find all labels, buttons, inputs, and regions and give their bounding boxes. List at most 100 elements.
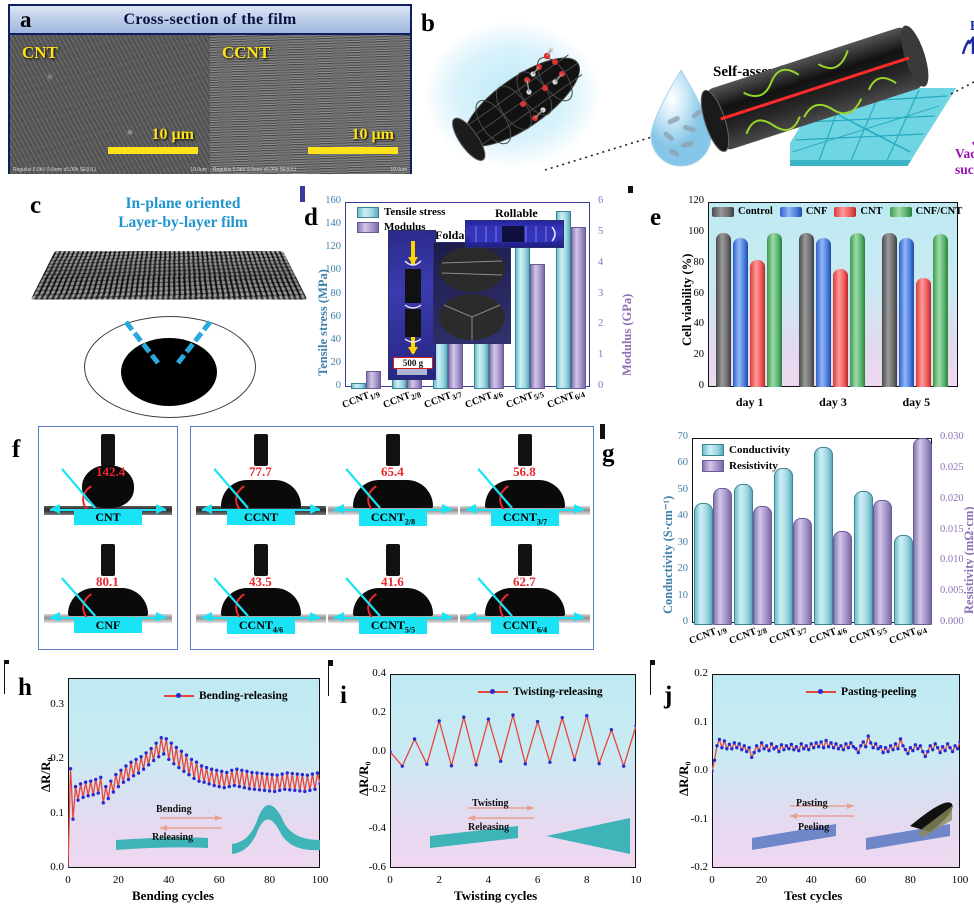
panel-j: j ΔR/R₀ Test cycles Pasting-peeling Past… — [650, 660, 972, 912]
tangent-arrow-icon — [202, 468, 320, 514]
data-point — [270, 772, 274, 777]
contact-angle-value: 80.1 — [96, 573, 119, 589]
xtick-mark — [650, 690, 651, 695]
data-point — [250, 770, 254, 775]
needle-icon — [518, 544, 532, 576]
data-point — [91, 793, 95, 797]
data-point — [826, 745, 831, 749]
data-point — [831, 746, 836, 750]
data-point — [923, 754, 927, 759]
panel-e-legend-label: Control — [738, 206, 773, 217]
data-point — [849, 741, 853, 745]
panel-e-legend-swatch — [779, 206, 802, 217]
data-point — [235, 767, 239, 771]
panel-h: h ΔR/R₀ Bending cycles Bending-releasing… — [4, 660, 330, 912]
contact-angle-value: 77.7 — [249, 464, 272, 480]
data-point — [139, 755, 143, 759]
data-point — [283, 787, 287, 791]
data-point — [841, 747, 846, 752]
data-point — [217, 784, 221, 789]
contact-angle-value: 43.5 — [249, 573, 272, 589]
data-point — [764, 744, 769, 748]
panel-j-line-series — [712, 733, 960, 773]
data-point — [866, 734, 870, 738]
panel-g-bar-resistivity — [913, 438, 932, 625]
ytick: 0.1 — [694, 715, 708, 728]
peeling-label: Peeling — [798, 822, 830, 833]
panel-g-y2tick-mark — [600, 434, 605, 435]
flow-arrows — [961, 35, 974, 146]
panel-i-legend-swatch — [478, 689, 508, 694]
data-point — [179, 749, 184, 753]
contact-angle-cell: 77.7 CCNT — [196, 430, 326, 538]
data-point — [265, 772, 269, 776]
panel-g-ytick: 40 — [677, 510, 689, 522]
contact-angle-value: 41.6 — [381, 573, 404, 589]
sem-meta-ccnt: Regulus 5.0kV 9.5mm x5.00k SE(UL) 10.0um — [213, 167, 407, 173]
data-point — [146, 763, 151, 767]
sem-meta-right-ccnt: 10.0um — [390, 167, 407, 173]
needle-icon — [386, 544, 400, 576]
panel-d-y2tick-mark — [300, 198, 305, 199]
panel-d-bar-modulus — [570, 227, 586, 389]
xtick: 60 — [855, 874, 867, 886]
data-point — [449, 764, 454, 768]
panel-g-legend-label: Resistivity — [729, 460, 778, 472]
data-point — [935, 746, 940, 750]
panel-g-plot-area — [692, 438, 932, 623]
ytick-mark — [4, 660, 9, 661]
data-point — [797, 748, 801, 753]
panel-e-ytick-mark — [628, 190, 633, 191]
panel-g-legend-swatch — [702, 460, 724, 472]
data-point — [943, 748, 947, 753]
data-point — [400, 764, 404, 768]
data-point — [950, 749, 955, 754]
data-point — [207, 782, 211, 786]
data-point — [752, 750, 756, 755]
water-droplet — [68, 588, 148, 616]
data-point — [131, 774, 136, 778]
data-point — [787, 746, 791, 751]
data-point — [886, 749, 890, 754]
data-point — [167, 757, 171, 762]
data-point — [126, 777, 131, 782]
panel-g-ytick-mark — [600, 427, 605, 428]
panel-a-images: CNT 10 µm Regulus 5.0kV 9.6mm x5.00k SE(… — [10, 35, 410, 174]
panel-f: f 142.4 CNT 80.1 CNF 77.7 CCNT 65.4 CCNT2/8 56.8… — [8, 424, 602, 652]
data-point — [523, 762, 527, 766]
panel-g-bar-resistivity — [753, 505, 772, 625]
xtick-mark — [328, 666, 329, 671]
data-point — [511, 713, 515, 717]
panel-d-y2tick: 5 — [598, 225, 604, 237]
panel-d-y2tick-mark — [300, 201, 305, 202]
panel-e-ytick: 100 — [688, 225, 704, 237]
data-point — [809, 742, 813, 746]
data-point — [104, 784, 108, 789]
data-point — [715, 744, 719, 748]
panel-g-ytick: 70 — [677, 431, 689, 442]
contact-angle-cell: 43.5 CCNT4/6 — [196, 540, 326, 646]
data-point — [792, 747, 796, 752]
data-point — [834, 742, 838, 746]
panel-d-ytick: 120 — [325, 241, 341, 253]
xtick-mark — [4, 669, 5, 674]
panel-c-title-line2: Layer-by-layer film — [118, 214, 248, 231]
panel-d-ytick-mark — [300, 191, 305, 192]
data-point — [187, 772, 191, 777]
panel-g-ytick: 50 — [677, 483, 689, 495]
panel-d-legend-swatch — [357, 221, 379, 233]
panel-g-y2tick: 0.010 — [940, 554, 964, 566]
data-point — [486, 717, 491, 721]
data-point — [164, 737, 168, 741]
panel-j-legend-swatch — [806, 689, 836, 694]
panel-e-bar-control — [799, 232, 814, 387]
data-point — [921, 749, 925, 754]
data-point — [913, 743, 918, 747]
panel-e-ytick: 120 — [688, 195, 704, 206]
panel-b-label: b — [421, 10, 435, 37]
data-point — [560, 715, 564, 720]
ytick-mark — [650, 661, 655, 662]
data-point — [881, 750, 885, 755]
panel-g-legend-item: Conductivity — [702, 444, 790, 456]
panel-d-y2tick: 3 — [598, 287, 604, 299]
